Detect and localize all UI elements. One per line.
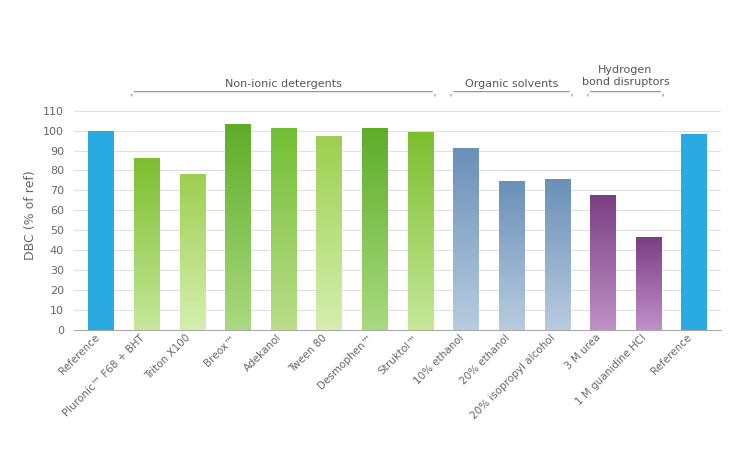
Y-axis label: DBC (% of ref): DBC (% of ref) [24, 170, 38, 260]
Text: Organic solvents: Organic solvents [464, 79, 558, 89]
Text: Hydrogen
bond disruptors: Hydrogen bond disruptors [581, 65, 669, 87]
Text: Non-ionic detergents: Non-ionic detergents [225, 79, 342, 89]
